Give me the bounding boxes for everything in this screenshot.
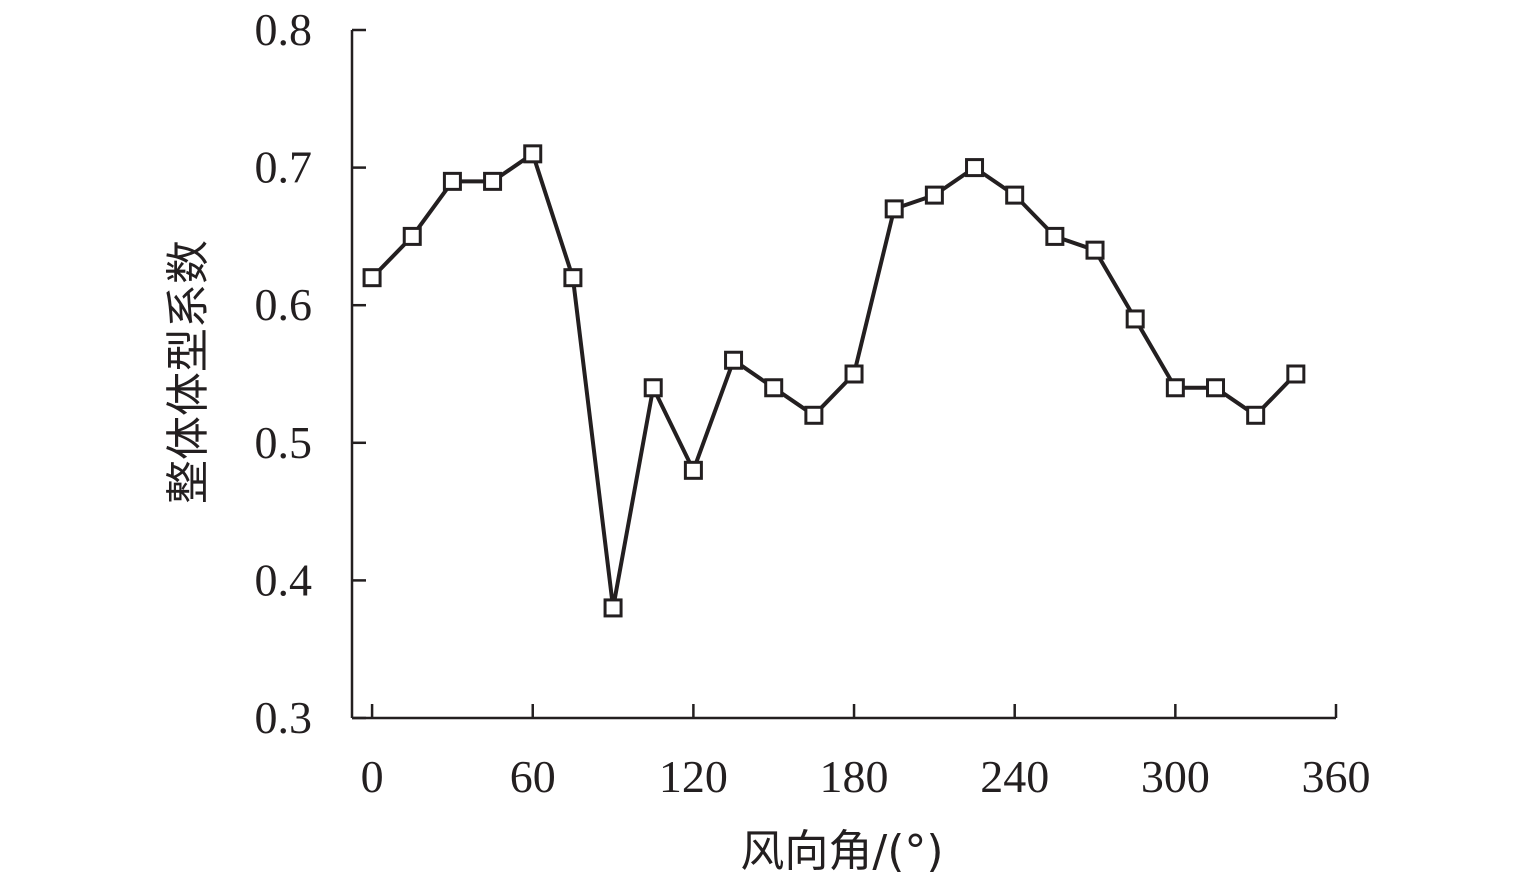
x-axis-title: 风向角/(°) [740,826,943,877]
data-point [924,185,944,205]
y-tick-label: 0.7 [255,142,313,193]
axes [350,30,1336,720]
y-tick-label: 0.5 [255,417,313,468]
data-point [563,268,583,288]
data-point [1246,405,1266,425]
x-tick-label: 120 [659,751,728,802]
data-point [1005,185,1025,205]
data-point [1286,364,1306,384]
series-line [370,151,1298,610]
y-tick-label: 0.6 [255,279,313,330]
y-tick-label: 0.8 [255,4,313,55]
y-ticks: 0.3 0.4 0.5 0.6 0.7 0.8 [255,4,366,743]
data-point [442,171,462,191]
y-axis-title: 整体体型系数 [163,240,214,504]
x-tick-label: 0 [361,751,384,802]
y-tick-label: 0.4 [255,554,313,605]
data-point [804,405,824,425]
data-point [1125,309,1145,329]
data-point [603,598,623,618]
data-point [1165,378,1185,398]
data-point [844,364,864,384]
data-point [1206,378,1226,398]
data-point [362,268,382,288]
data-point [523,144,543,164]
data-point [683,460,703,480]
x-tick-label: 180 [820,751,889,802]
y-tick-label: 0.3 [255,692,313,743]
data-point [1085,240,1105,260]
data-point [402,226,422,246]
data-point [483,171,503,191]
data-point [764,378,784,398]
x-tick-label: 240 [980,751,1049,802]
x-tick-label: 300 [1141,751,1210,802]
series [362,144,1306,618]
data-point [1045,226,1065,246]
x-tick-label: 360 [1302,751,1371,802]
data-point [965,158,985,178]
data-point [724,350,744,370]
x-ticks: 0 60 120 180 240 300 360 [361,704,1371,802]
data-point [884,199,904,219]
data-point [643,378,663,398]
x-tick-label: 60 [510,751,556,802]
